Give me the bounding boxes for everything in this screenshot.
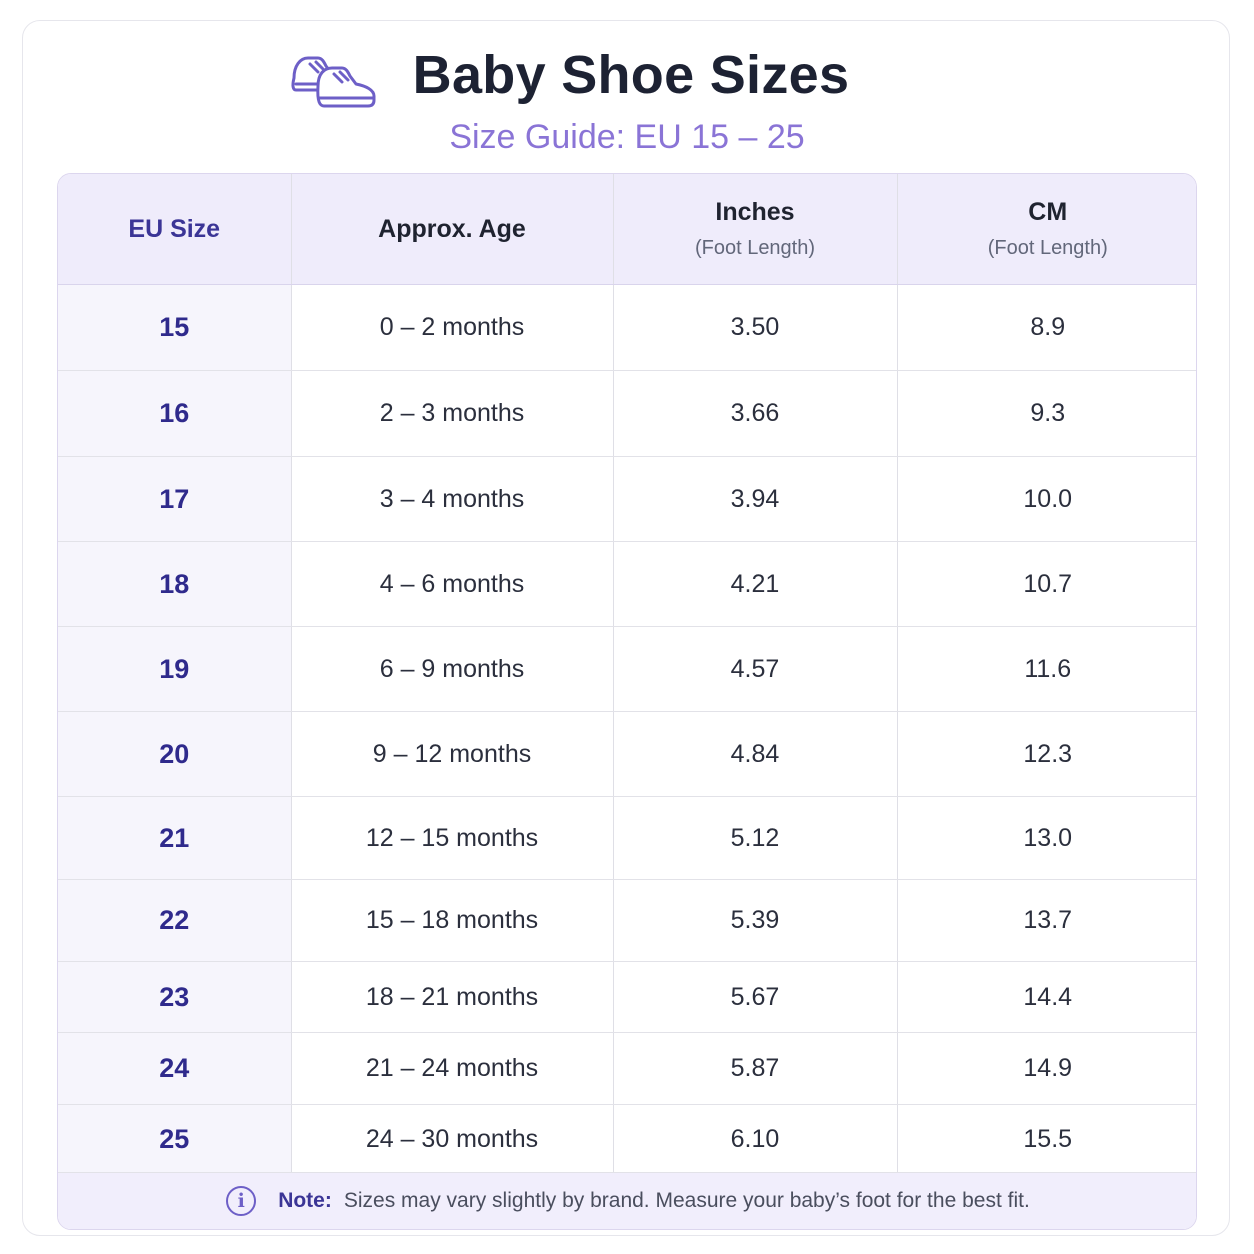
column-header-label: CM	[1028, 198, 1068, 226]
column-header-cm: CM (Foot Length)	[897, 174, 1196, 285]
cell-eu-size: 25	[58, 1104, 292, 1174]
cell-cm: 9.3	[897, 370, 1196, 457]
cell-eu-size: 20	[58, 711, 292, 797]
page-subtitle: Size Guide: EU 15 – 25	[449, 118, 805, 156]
cell-inches: 3.94	[613, 456, 898, 542]
cell-inches: 3.66	[613, 370, 898, 457]
cell-eu-size: 22	[58, 879, 292, 962]
cell-inches: 4.84	[613, 711, 898, 797]
baby-shoes-icon	[291, 56, 376, 108]
cell-age: 24 – 30 months	[291, 1104, 614, 1174]
cell-inches: 5.12	[613, 796, 898, 880]
size-table-container: EU Size Approx. Age Inches (Foot Length)…	[57, 173, 1197, 1230]
cell-eu-size: 16	[58, 370, 292, 457]
cell-cm: 11.6	[897, 626, 1196, 712]
cell-cm: 8.9	[897, 284, 1196, 371]
cell-age: 3 – 4 months	[291, 456, 614, 542]
table-row: 18 4 – 6 months 4.21 10.7	[58, 541, 1196, 627]
info-icon: i	[226, 1186, 257, 1216]
page-title: Baby Shoe Sizes	[412, 45, 850, 105]
cell-age: 15 – 18 months	[291, 879, 614, 962]
table-row: 24 21 – 24 months 5.87 14.9	[58, 1032, 1196, 1105]
cell-inches: 4.57	[613, 626, 898, 712]
cell-cm: 15.5	[897, 1104, 1196, 1174]
cell-age: 12 – 15 months	[291, 796, 614, 880]
table-row: 16 2 – 3 months 3.66 9.3	[58, 370, 1196, 457]
table-row: 21 12 – 15 months 5.12 13.0	[58, 796, 1196, 880]
cell-age: 6 – 9 months	[291, 626, 614, 712]
cell-eu-size: 19	[58, 626, 292, 712]
cell-inches: 4.21	[613, 541, 898, 627]
cell-eu-size: 18	[58, 541, 292, 627]
cell-inches: 5.39	[613, 879, 898, 962]
cell-age: 0 – 2 months	[291, 284, 614, 371]
cell-age: 2 – 3 months	[291, 370, 614, 457]
cell-inches: 5.87	[613, 1032, 898, 1105]
cell-age: 21 – 24 months	[291, 1032, 614, 1105]
column-header-age: Approx. Age	[291, 174, 614, 285]
cell-inches: 3.50	[613, 284, 898, 371]
column-header-inches: Inches (Foot Length)	[613, 174, 898, 285]
cell-inches: 6.10	[613, 1104, 898, 1174]
cell-cm: 14.9	[897, 1032, 1196, 1105]
cell-age: 4 – 6 months	[291, 541, 614, 627]
column-header-eu-size: EU Size	[58, 174, 292, 285]
cell-eu-size: 17	[58, 456, 292, 542]
column-header-label: Approx. Age	[378, 214, 526, 243]
size-table: EU Size Approx. Age Inches (Foot Length)…	[58, 174, 1196, 1174]
cell-cm: 12.3	[897, 711, 1196, 797]
column-header-sublabel: (Foot Length)	[987, 237, 1108, 259]
cell-inches: 5.67	[613, 961, 898, 1033]
cell-cm: 10.7	[897, 541, 1196, 627]
table-row: 22 15 – 18 months 5.39 13.7	[58, 879, 1196, 962]
table-row: 17 3 – 4 months 3.94 10.0	[58, 456, 1196, 542]
column-header-label: Inches	[715, 198, 795, 226]
table-row: 20 9 – 12 months 4.84 12.3	[58, 711, 1196, 797]
cell-cm: 13.7	[897, 879, 1196, 962]
table-header-row: EU Size Approx. Age Inches (Foot Length)…	[58, 174, 1196, 285]
table-row: 15 0 – 2 months 3.50 8.9	[58, 284, 1196, 371]
column-header-label: EU Size	[128, 214, 221, 243]
note-text: Sizes may vary slightly by brand. Measur…	[343, 1189, 1030, 1212]
table-row: 19 6 – 9 months 4.57 11.6	[58, 626, 1196, 712]
column-header-sublabel: (Foot Length)	[694, 237, 816, 259]
cell-age: 18 – 21 months	[291, 961, 614, 1033]
cell-eu-size: 24	[58, 1032, 292, 1105]
cell-cm: 13.0	[897, 796, 1196, 880]
cell-cm: 14.4	[897, 961, 1196, 1033]
table-row: 25 24 – 30 months 6.10 15.5	[58, 1104, 1196, 1174]
cell-eu-size: 21	[58, 796, 292, 880]
note-label: Note:	[278, 1189, 332, 1212]
cell-age: 9 – 12 months	[291, 711, 614, 797]
table-row: 23 18 – 21 months 5.67 14.4	[58, 961, 1196, 1033]
cell-cm: 10.0	[897, 456, 1196, 542]
fit-note: i Note: Sizes may vary slightly by brand…	[58, 1172, 1196, 1229]
cell-eu-size: 15	[58, 284, 292, 371]
cell-eu-size: 23	[58, 961, 292, 1033]
